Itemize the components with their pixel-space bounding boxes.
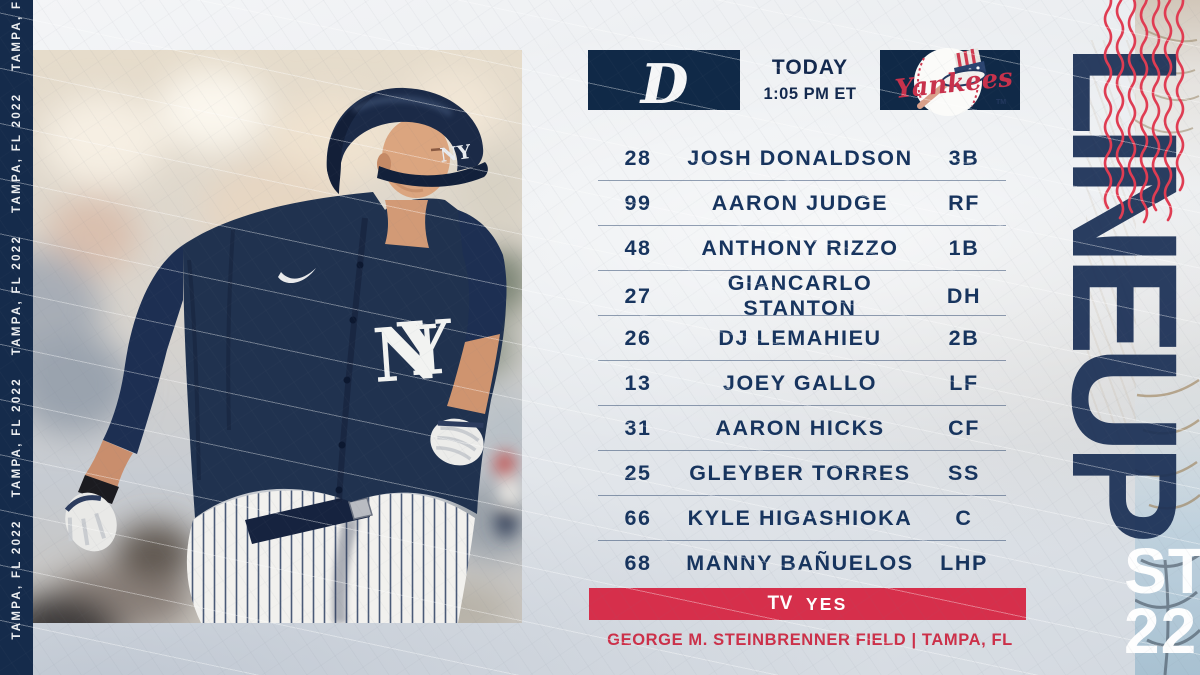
player-number: 27 — [624, 283, 652, 308]
player-position: SS — [948, 460, 980, 485]
back-batting-glove — [64, 492, 117, 552]
jersey-placket — [336, 217, 368, 503]
leg-crease — [332, 518, 359, 623]
player-name: MANNY BAÑUELOS — [686, 550, 914, 575]
player-position: DH — [946, 283, 982, 308]
swoosh-icon — [278, 268, 316, 284]
player-name: JOSH DONALDSON — [687, 145, 913, 170]
chest-ny-logo: N Y — [370, 304, 456, 400]
tampa-ticker-text: TAMPA, FL 2022 TAMPA, FL 2022 TAMPA, FL … — [10, 0, 23, 640]
game-time-label: 1:05 PM ET — [763, 85, 857, 103]
lineup-row: 68 MANNY BAÑUELOS LHP — [598, 541, 1006, 585]
player-position: LHP — [940, 550, 988, 575]
front-batting-glove — [430, 418, 484, 466]
tv-network: YES — [805, 593, 848, 614]
player-name: AARON HICKS — [715, 415, 885, 440]
helmet-highlight — [351, 96, 453, 117]
jersey — [183, 192, 507, 518]
player-position: 2B — [948, 325, 980, 350]
helmet-ny-logo: NY — [439, 141, 473, 167]
lineup-row: 66 KYLE HIGASHIOKA C — [598, 496, 1006, 541]
player-name: GIANCARLO STANTON — [727, 271, 873, 320]
front-forearm — [447, 334, 500, 414]
player-position: LF — [949, 370, 979, 395]
player-number: 28 — [624, 145, 652, 170]
left-edge-strip — [0, 0, 33, 675]
venue-line: GEORGE M. STEINBRENNER FIELD | TAMPA, FL — [607, 631, 1013, 649]
lineup-row: 25 GLEYBER TORRES SS — [598, 451, 1006, 496]
player-position: 1B — [948, 235, 980, 260]
tv-label: TV — [767, 593, 793, 614]
player-position: RF — [948, 190, 980, 215]
lineup-row: 26 DJ LEMAHIEU 2B — [598, 316, 1006, 361]
neck — [385, 200, 429, 248]
player-number: 66 — [624, 505, 652, 530]
game-time-block: TODAY 1:05 PM ET — [740, 56, 880, 104]
player-name: AARON JUDGE — [711, 190, 889, 215]
player-number: 25 — [624, 460, 652, 485]
yankees-logo: Yankees TM — [880, 48, 1020, 116]
blurred-opponent-figure — [495, 451, 522, 538]
player-position: 3B — [948, 145, 980, 170]
uncle-sam-hat — [941, 48, 987, 87]
st-line: ST — [1124, 535, 1200, 607]
player-figure: N Y NY — [64, 87, 507, 623]
player-number: 68 — [624, 550, 652, 575]
player-number: 48 — [624, 235, 652, 260]
lineup-row: 28 JOSH DONALDSON 3B — [598, 136, 1006, 181]
tigers-logo: D — [588, 50, 740, 116]
lineup-row: 31 AARON HICKS CF — [598, 406, 1006, 451]
player-position: C — [955, 505, 973, 530]
lineup-row: 48 ANTHONY RIZZO 1B — [598, 226, 1006, 271]
lineup-row: 13 JOEY GALLO LF — [598, 361, 1006, 406]
lineup-row: 99 AARON JUDGE RF — [598, 181, 1006, 226]
spring-training-badge: ST 22 — [1124, 535, 1200, 668]
svg-text:Y: Y — [395, 304, 456, 394]
jersey-buttons — [335, 261, 364, 494]
back-arm-sleeve — [103, 245, 183, 454]
player-name: JOEY GALLO — [722, 370, 878, 395]
helmet-brim — [377, 162, 488, 187]
belt — [245, 493, 370, 544]
wristband — [78, 475, 119, 504]
player-number: 31 — [624, 415, 652, 440]
batting-helmet — [326, 87, 484, 194]
player-name: GLEYBER TORRES — [689, 460, 911, 485]
player-position: CF — [948, 415, 980, 440]
belt-buckle — [348, 497, 373, 520]
player-number: 26 — [624, 325, 652, 350]
svg-text:N: N — [370, 309, 443, 400]
lineup-row: 27 GIANCARLO STANTON DH — [598, 271, 1006, 320]
lineup-table: 28 JOSH DONALDSON 3B 99 AARON JUDGE RF 48 ANT… — [598, 136, 1006, 585]
red-squiggles-decoration — [1103, 0, 1185, 224]
player-name: ANTHONY RIZZO — [701, 235, 899, 260]
year-line: 22 — [1124, 595, 1198, 668]
player-number: 13 — [624, 370, 652, 395]
tigers-logo-letter: D — [640, 52, 688, 116]
jersey-folds — [187, 229, 235, 481]
player-photo: N Y NY — [33, 50, 522, 623]
player-number: 99 — [624, 190, 652, 215]
player-name: KYLE HIGASHIOKA — [687, 505, 913, 530]
front-arm-sleeve — [458, 210, 507, 342]
back-forearm — [85, 440, 133, 488]
player-name: DJ LEMAHIEU — [718, 325, 882, 350]
tv-broadcast-bar: TV YES — [589, 588, 1026, 620]
trademark-label: TM — [996, 99, 1006, 106]
game-day-label: TODAY — [771, 56, 849, 79]
